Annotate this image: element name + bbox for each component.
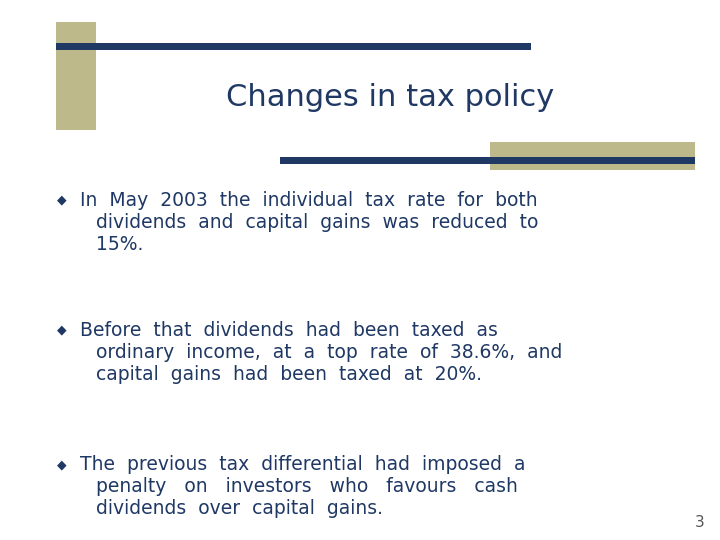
Bar: [56, 43, 531, 50]
Text: In  May  2003  the  individual  tax  rate  for  both: In May 2003 the individual tax rate for …: [80, 191, 538, 210]
Bar: [280, 157, 695, 164]
Text: ◆: ◆: [57, 323, 67, 336]
Text: Changes in tax policy: Changes in tax policy: [226, 83, 554, 111]
Text: penalty   on   investors   who   favours   cash: penalty on investors who favours cash: [96, 477, 518, 496]
Text: dividends  over  capital  gains.: dividends over capital gains.: [96, 500, 383, 518]
Text: ◆: ◆: [57, 193, 67, 206]
Text: ◆: ◆: [57, 458, 67, 471]
Text: 15%.: 15%.: [96, 234, 143, 253]
Text: Before  that  dividends  had  been  taxed  as: Before that dividends had been taxed as: [80, 321, 498, 340]
Text: 3: 3: [696, 515, 705, 530]
Text: The  previous  tax  differential  had  imposed  a: The previous tax differential had impose…: [80, 456, 526, 475]
Text: ordinary  income,  at  a  top  rate  of  38.6%,  and: ordinary income, at a top rate of 38.6%,…: [96, 342, 562, 361]
Bar: [490, 142, 695, 170]
Text: dividends  and  capital  gains  was  reduced  to: dividends and capital gains was reduced …: [96, 213, 539, 232]
Text: capital  gains  had  been  taxed  at  20%.: capital gains had been taxed at 20%.: [96, 364, 482, 383]
Bar: [56, 22, 96, 130]
